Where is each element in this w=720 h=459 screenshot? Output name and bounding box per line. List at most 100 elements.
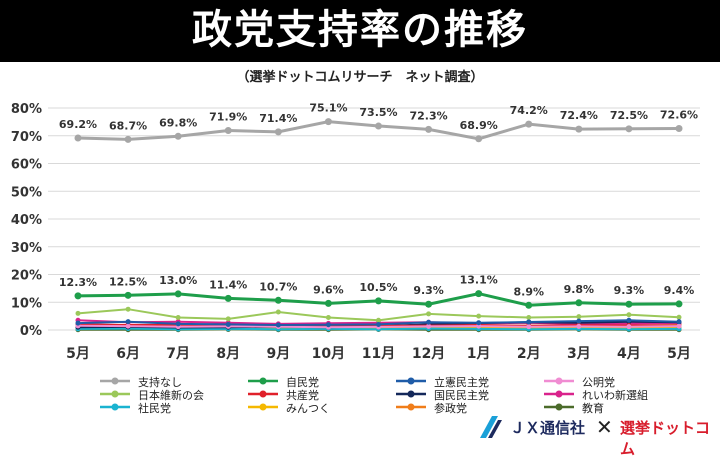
legend-swatch — [246, 401, 280, 413]
x-tick-label: 7月 — [166, 346, 190, 362]
data-point — [325, 300, 332, 307]
data-label: 69.8% — [159, 116, 197, 129]
x-tick-label: 6月 — [116, 346, 140, 362]
data-point — [426, 320, 431, 325]
data-point — [626, 318, 631, 323]
data-label: 9.6% — [313, 283, 344, 296]
y-tick-label: 80% — [11, 102, 42, 117]
data-point — [576, 314, 581, 319]
x-tick-label: 10月 — [312, 346, 345, 362]
data-point — [575, 299, 582, 306]
data-point — [475, 290, 482, 297]
legend-swatch — [394, 401, 428, 413]
data-point — [576, 319, 581, 324]
series-layer — [75, 118, 683, 332]
brand-cross: ✕ — [596, 415, 613, 439]
data-point — [76, 321, 81, 326]
data-label: 75.1% — [309, 102, 347, 115]
legend-swatch — [98, 388, 132, 400]
data-point — [75, 134, 82, 141]
data-point — [325, 118, 332, 125]
legend-label: 参政党 — [434, 400, 467, 416]
data-point — [677, 324, 682, 329]
data-label: 9.4% — [664, 284, 695, 297]
data-label: 74.2% — [510, 104, 548, 117]
x-tick-label: 8月 — [216, 346, 240, 362]
data-label: 9.3% — [413, 284, 444, 297]
data-label: 71.9% — [209, 110, 247, 123]
data-point — [326, 315, 331, 320]
x-tick-label: 2月 — [517, 346, 541, 362]
data-point — [276, 323, 281, 328]
data-point — [225, 295, 232, 302]
data-point — [526, 315, 531, 320]
data-label: 72.3% — [409, 109, 447, 122]
data-point — [626, 324, 631, 329]
data-label: 72.5% — [610, 109, 648, 122]
data-point — [276, 309, 281, 314]
data-point — [275, 297, 282, 304]
data-label: 13.0% — [159, 274, 197, 287]
data-point — [525, 121, 532, 128]
data-point — [475, 135, 482, 142]
data-point — [625, 301, 632, 308]
data-point — [126, 307, 131, 312]
data-point — [126, 324, 131, 329]
data-point — [425, 301, 432, 308]
data-point — [526, 319, 531, 324]
data-label-layer: 12.3%12.5%13.0%11.4%10.7%9.6%10.5%9.3%13… — [59, 102, 698, 299]
data-point — [375, 297, 382, 304]
data-point — [76, 311, 81, 316]
legend-swatch — [98, 401, 132, 413]
data-label: 9.3% — [614, 284, 645, 297]
data-label: 12.5% — [109, 275, 147, 288]
data-point — [425, 126, 432, 133]
legend-label: みんつく — [286, 400, 330, 416]
x-tick-label: 5月 — [667, 346, 691, 362]
data-point — [176, 321, 181, 326]
y-tick-label: 30% — [11, 241, 42, 256]
x-tick-label: 3月 — [567, 346, 591, 362]
data-label: 9.8% — [564, 283, 595, 296]
data-point — [626, 312, 631, 317]
data-point — [226, 322, 231, 327]
data-point — [176, 315, 181, 320]
data-point — [125, 292, 132, 299]
legend-swatch — [246, 388, 280, 400]
y-tick-label: 10% — [11, 296, 42, 311]
data-point — [226, 316, 231, 321]
data-point — [175, 133, 182, 140]
x-tick-label: 4月 — [617, 346, 641, 362]
legend-swatch — [542, 375, 576, 387]
x-tick-label: 1月 — [467, 346, 491, 362]
data-label: 8.9% — [513, 285, 544, 298]
data-label: 13.1% — [460, 274, 498, 287]
legend-swatch — [98, 375, 132, 387]
senkyo-brand-text: 選挙ドットコム — [620, 417, 718, 459]
y-tick-label: 40% — [11, 213, 42, 228]
data-point — [525, 302, 532, 309]
x-tick-label: 9月 — [266, 346, 290, 362]
data-point — [175, 290, 182, 297]
data-point — [275, 128, 282, 135]
data-point — [225, 127, 232, 134]
legend-label: 社民党 — [138, 400, 171, 416]
y-tick-label: 50% — [11, 185, 42, 200]
legend-swatch — [246, 375, 280, 387]
y-tick-label: 20% — [11, 269, 42, 284]
jx-logo-icon — [478, 414, 504, 440]
data-point — [625, 125, 632, 132]
data-point — [75, 292, 82, 299]
grid-layer — [48, 108, 700, 330]
data-label: 69.2% — [59, 118, 97, 131]
data-point — [677, 319, 682, 324]
data-point — [426, 311, 431, 316]
x-tick-label: 5月 — [66, 346, 90, 362]
data-label: 68.9% — [460, 119, 498, 132]
y-tick-label: 0% — [20, 324, 42, 339]
legend-swatch — [394, 388, 428, 400]
y-tick-label: 60% — [11, 158, 42, 173]
data-label: 10.7% — [259, 280, 297, 293]
data-point — [476, 320, 481, 325]
data-label: 11.4% — [209, 278, 247, 291]
